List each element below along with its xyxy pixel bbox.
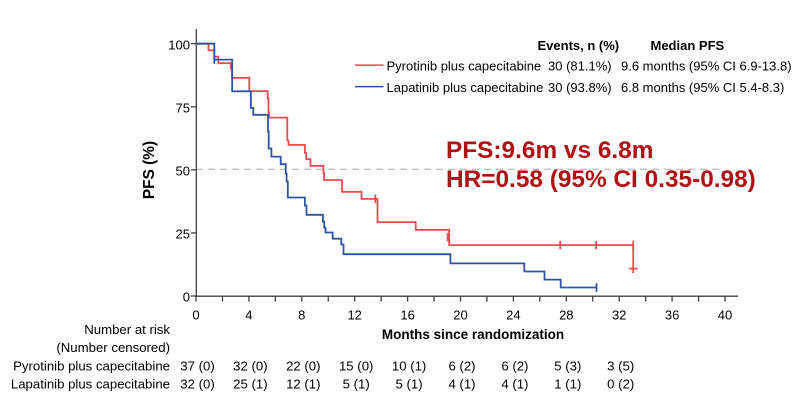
svg-text:75: 75 bbox=[176, 100, 190, 115]
svg-text:16: 16 bbox=[400, 308, 414, 323]
svg-text:24: 24 bbox=[506, 308, 520, 323]
svg-text:5 (3): 5 (3) bbox=[554, 359, 581, 374]
svg-text:4 (1): 4 (1) bbox=[501, 377, 528, 392]
svg-text:32 (0): 32 (0) bbox=[180, 377, 214, 392]
svg-text:Lapatinib plus capecitabine: Lapatinib plus capecitabine bbox=[11, 377, 170, 392]
svg-text:6.8 months (95% CI 5.4-8.3): 6.8 months (95% CI 5.4-8.3) bbox=[621, 80, 784, 95]
svg-text:30 (93.8%): 30 (93.8%) bbox=[548, 80, 612, 95]
svg-text:8: 8 bbox=[298, 308, 305, 323]
svg-text:HR=0.58 (95% CI 0.35-0.98): HR=0.58 (95% CI 0.35-0.98) bbox=[446, 166, 756, 193]
svg-text:Events, n (%): Events, n (%) bbox=[538, 38, 620, 53]
svg-text:12 (1): 12 (1) bbox=[286, 377, 320, 392]
svg-text:(Number censored): (Number censored) bbox=[56, 340, 170, 355]
svg-text:6 (2): 6 (2) bbox=[501, 359, 528, 374]
svg-text:12: 12 bbox=[347, 308, 361, 323]
svg-text:20: 20 bbox=[453, 308, 467, 323]
svg-text:25: 25 bbox=[176, 227, 190, 242]
svg-text:5 (1): 5 (1) bbox=[343, 377, 370, 392]
svg-text:Lapatinib plus capecitabine: Lapatinib plus capecitabine bbox=[387, 80, 544, 95]
svg-text:3 (5): 3 (5) bbox=[607, 359, 634, 374]
svg-text:25 (1): 25 (1) bbox=[233, 377, 267, 392]
svg-text:9.6 months (95% CI 6.9-13.8): 9.6 months (95% CI 6.9-13.8) bbox=[621, 59, 792, 74]
svg-text:28: 28 bbox=[559, 308, 573, 323]
svg-text:1 (1): 1 (1) bbox=[554, 377, 581, 392]
svg-text:PFS:9.6m vs 6.8m: PFS:9.6m vs 6.8m bbox=[446, 137, 653, 164]
svg-text:30 (81.1%): 30 (81.1%) bbox=[548, 59, 612, 74]
svg-text:PFS (%): PFS (%) bbox=[141, 141, 158, 199]
svg-text:Pyrotinib plus capecitabine: Pyrotinib plus capecitabine bbox=[13, 359, 170, 374]
svg-text:10 (1): 10 (1) bbox=[392, 359, 426, 374]
svg-text:32 (0): 32 (0) bbox=[233, 359, 267, 374]
svg-text:Pyrotinib plus capecitabine: Pyrotinib plus capecitabine bbox=[387, 59, 542, 74]
svg-text:5 (1): 5 (1) bbox=[396, 377, 423, 392]
svg-text:Months since randomization: Months since randomization bbox=[382, 327, 564, 342]
svg-text:0: 0 bbox=[192, 308, 199, 323]
svg-text:22 (0): 22 (0) bbox=[286, 359, 320, 374]
svg-text:Number at risk: Number at risk bbox=[84, 322, 170, 337]
svg-text:Median PFS: Median PFS bbox=[651, 38, 725, 53]
svg-text:40: 40 bbox=[718, 308, 732, 323]
svg-text:0 (2): 0 (2) bbox=[607, 377, 634, 392]
svg-text:50: 50 bbox=[176, 163, 190, 178]
svg-text:37 (0): 37 (0) bbox=[180, 359, 214, 374]
svg-text:6 (2): 6 (2) bbox=[448, 359, 475, 374]
svg-text:32: 32 bbox=[612, 308, 626, 323]
svg-text:15 (0): 15 (0) bbox=[339, 359, 373, 374]
svg-text:100: 100 bbox=[168, 37, 190, 52]
svg-text:4 (1): 4 (1) bbox=[448, 377, 475, 392]
svg-text:4: 4 bbox=[245, 308, 252, 323]
svg-text:0: 0 bbox=[183, 290, 190, 305]
svg-text:36: 36 bbox=[665, 308, 679, 323]
